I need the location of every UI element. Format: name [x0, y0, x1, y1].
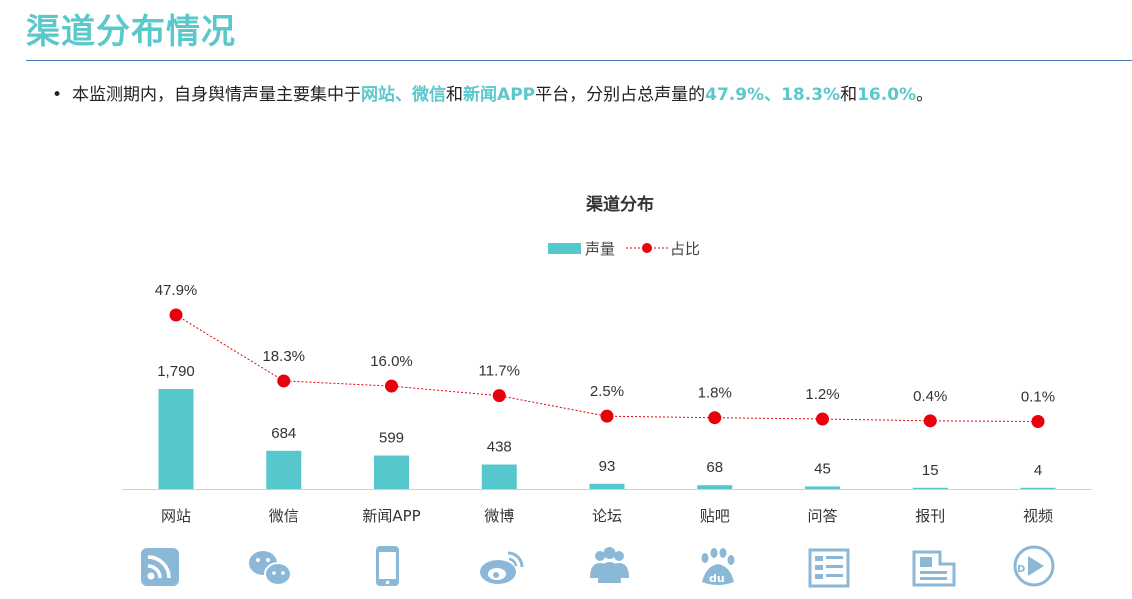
chart-title: 渠道分布 — [585, 194, 654, 215]
share-value-label-8: 0.1% — [1021, 389, 1055, 406]
category-label-0: 网站 — [161, 507, 191, 525]
summary-part-3: 平台，分别占总声量的 — [535, 85, 706, 105]
svg-text:du: du — [709, 572, 725, 585]
share-value-label-0: 47.9% — [155, 282, 198, 299]
share-point-5 — [708, 411, 722, 425]
share-point-8 — [1031, 415, 1045, 428]
summary-highlight-3: 47.9%、18.3% — [705, 85, 841, 105]
summary-highlight-2: 新闻APP — [463, 85, 536, 105]
share-point-7 — [923, 414, 937, 428]
bar-value-label-6: 45 — [814, 460, 831, 477]
legend: 声量 占比 — [548, 240, 700, 258]
category-label-1: 微信 — [269, 507, 299, 525]
category-labels-group: 网站 微信 新闻APP 微博 论坛 贴吧 问答 报刊 视频 — [161, 507, 1053, 525]
newspaper-icon — [912, 550, 956, 587]
bar-value-label-3: 438 — [487, 439, 512, 456]
title-divider — [26, 60, 1132, 61]
share-points-group — [169, 308, 1045, 428]
share-labels-group: 47.9% 18.3% 16.0% 11.7% 2.5% 1.8% 1.2% 0.4% 0.1% — [155, 282, 1055, 406]
legend-label-bar: 声量 — [585, 240, 615, 258]
svg-text:D: D — [1017, 564, 1025, 575]
category-label-3: 微博 — [484, 507, 514, 525]
bar-value-label-4: 93 — [599, 458, 616, 475]
bar-5 — [697, 485, 733, 489]
share-value-label-3: 11.7% — [479, 363, 520, 380]
share-point-1 — [277, 374, 291, 388]
bar-value-label-1: 684 — [271, 425, 296, 442]
wechat-icon — [249, 551, 292, 586]
summary-part-1: 本监测期内，自身舆情声量主要集中于 — [72, 85, 362, 105]
qa-document-icon — [808, 548, 850, 588]
share-value-label-6: 1.2% — [805, 386, 839, 403]
category-label-5: 贴吧 — [700, 507, 730, 525]
summary-highlight-4: 16.0% — [857, 85, 917, 105]
summary-part-5: 。 — [916, 85, 934, 105]
category-label-6: 问答 — [807, 507, 837, 525]
share-value-label-2: 16.0% — [370, 353, 413, 370]
channel-icons: du D — [141, 545, 1055, 588]
video-play-icon: D — [1013, 545, 1055, 587]
legend-label-line: 占比 — [670, 240, 700, 258]
bar-labels-group: 1,790 684 599 438 93 68 45 15 4 — [157, 363, 1042, 479]
bar-8 — [1020, 487, 1056, 489]
share-point-0 — [169, 308, 183, 322]
share-line — [175, 314, 1039, 422]
summary-part-4: 和 — [840, 85, 858, 105]
share-point-3 — [492, 389, 506, 403]
bar-2 — [374, 455, 409, 489]
share-point-6 — [816, 412, 829, 426]
rss-icon — [141, 548, 179, 586]
share-value-label-7: 0.4% — [913, 388, 947, 405]
bar-value-label-2: 599 — [379, 430, 404, 447]
bar-value-label-7: 15 — [922, 462, 939, 479]
share-value-label-4: 2.5% — [590, 383, 624, 400]
bar-4 — [589, 483, 625, 489]
bar-value-label-5: 68 — [706, 459, 723, 476]
summary-part-2: 和 — [446, 85, 464, 105]
page-title: 渠道分布情况 — [26, 12, 236, 52]
share-value-label-1: 18.3% — [262, 348, 305, 365]
baidu-tieba-icon: du — [701, 548, 735, 585]
mobile-phone-icon — [376, 546, 399, 586]
summary-text: • 本监测期内，自身舆情声量主要集中于网站、微信和新闻APP平台，分别占总声量的4… — [52, 80, 933, 105]
bar-1 — [266, 450, 302, 489]
bullet-dot: • — [52, 85, 63, 105]
category-label-7: 报刊 — [915, 507, 945, 525]
category-label-8: 视频 — [1023, 507, 1053, 525]
bar-6 — [805, 486, 840, 489]
forum-people-icon — [590, 547, 629, 583]
bar-3 — [481, 464, 517, 489]
weibo-icon — [480, 551, 524, 584]
legend-swatch-bar — [548, 243, 581, 254]
summary-highlight-1: 网站、微信 — [361, 85, 447, 105]
share-point-2 — [385, 379, 398, 393]
bar-value-label-0: 1,790 — [157, 363, 195, 380]
share-point-4 — [600, 409, 614, 423]
category-label-4: 论坛 — [592, 507, 622, 525]
category-label-2: 新闻APP — [362, 507, 420, 525]
bar-0 — [158, 389, 194, 489]
legend-swatch-marker — [642, 243, 652, 253]
share-value-label-5: 1.8% — [698, 385, 732, 402]
bars-group — [158, 389, 1056, 489]
bar-7 — [912, 487, 948, 489]
bar-value-label-8: 4 — [1034, 462, 1042, 479]
